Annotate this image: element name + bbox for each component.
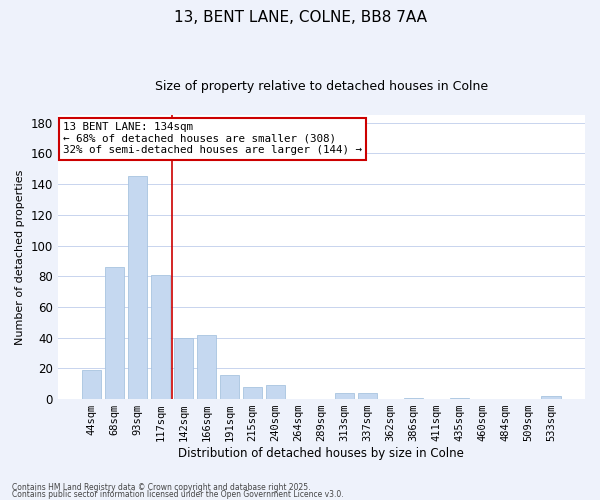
Bar [174,338,193,399]
Bar [449,398,469,399]
Text: Contains public sector information licensed under the Open Government Licence v3: Contains public sector information licen… [12,490,344,499]
Bar [105,267,124,399]
Bar [82,370,101,399]
Text: Contains HM Land Registry data © Crown copyright and database right 2025.: Contains HM Land Registry data © Crown c… [12,484,311,492]
Bar [220,374,239,399]
Bar [197,334,216,399]
Bar [128,176,147,399]
Bar [404,398,423,399]
Bar [266,386,285,399]
Title: Size of property relative to detached houses in Colne: Size of property relative to detached ho… [155,80,488,93]
X-axis label: Distribution of detached houses by size in Colne: Distribution of detached houses by size … [178,447,464,460]
Bar [335,393,354,399]
Bar [358,393,377,399]
Y-axis label: Number of detached properties: Number of detached properties [15,170,25,344]
Bar [151,274,170,399]
Text: 13 BENT LANE: 134sqm
← 68% of detached houses are smaller (308)
32% of semi-deta: 13 BENT LANE: 134sqm ← 68% of detached h… [63,122,362,156]
Bar [541,396,561,399]
Bar [242,387,262,399]
Text: 13, BENT LANE, COLNE, BB8 7AA: 13, BENT LANE, COLNE, BB8 7AA [173,10,427,25]
